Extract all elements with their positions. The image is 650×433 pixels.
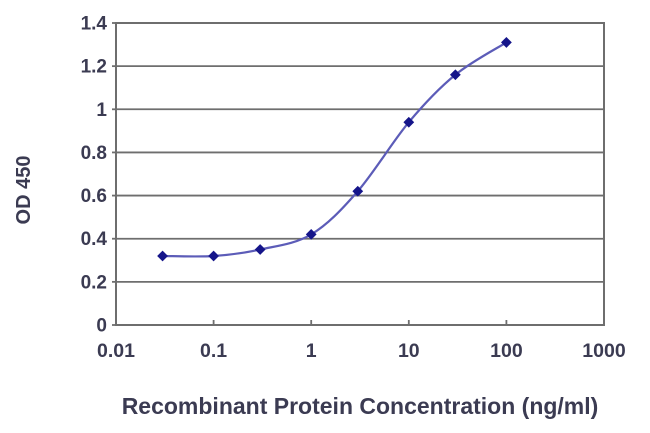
y-tick-label: 0.2 — [81, 272, 107, 293]
x-tick-label: 10 — [398, 340, 420, 362]
data-point-marker — [403, 116, 415, 128]
data-point-marker — [449, 69, 461, 81]
data-point-marker — [305, 229, 317, 240]
data-point-marker — [254, 244, 266, 255]
y-tick-label: 0.8 — [81, 143, 107, 164]
plot-area — [116, 23, 604, 325]
data-point-marker — [157, 250, 168, 262]
y-tick-label: 0.6 — [81, 186, 107, 207]
x-tick-label: 0.01 — [97, 340, 135, 362]
y-tick-label: 0.4 — [81, 229, 108, 250]
x-tick-label: 0.1 — [200, 340, 227, 362]
x-tick-label: 1 — [306, 340, 317, 362]
y-tick-label: 0 — [96, 316, 107, 337]
series-line — [162, 41, 507, 258]
data-point-marker — [208, 250, 219, 262]
x-axis-title: Recombinant Protein Concentration (ng/ml… — [122, 393, 599, 419]
y-tick-label: 1.2 — [81, 57, 107, 78]
y-axis-title: OD 450 — [13, 156, 35, 225]
x-tick-label: 100 — [490, 340, 523, 362]
plot-border — [115, 22, 605, 326]
y-tick-label: 1 — [96, 100, 107, 121]
data-point-marker — [352, 185, 364, 197]
y-tick-label: 1.4 — [81, 14, 108, 35]
data-point-marker — [501, 37, 512, 48]
x-tick-label: 1000 — [582, 340, 626, 362]
